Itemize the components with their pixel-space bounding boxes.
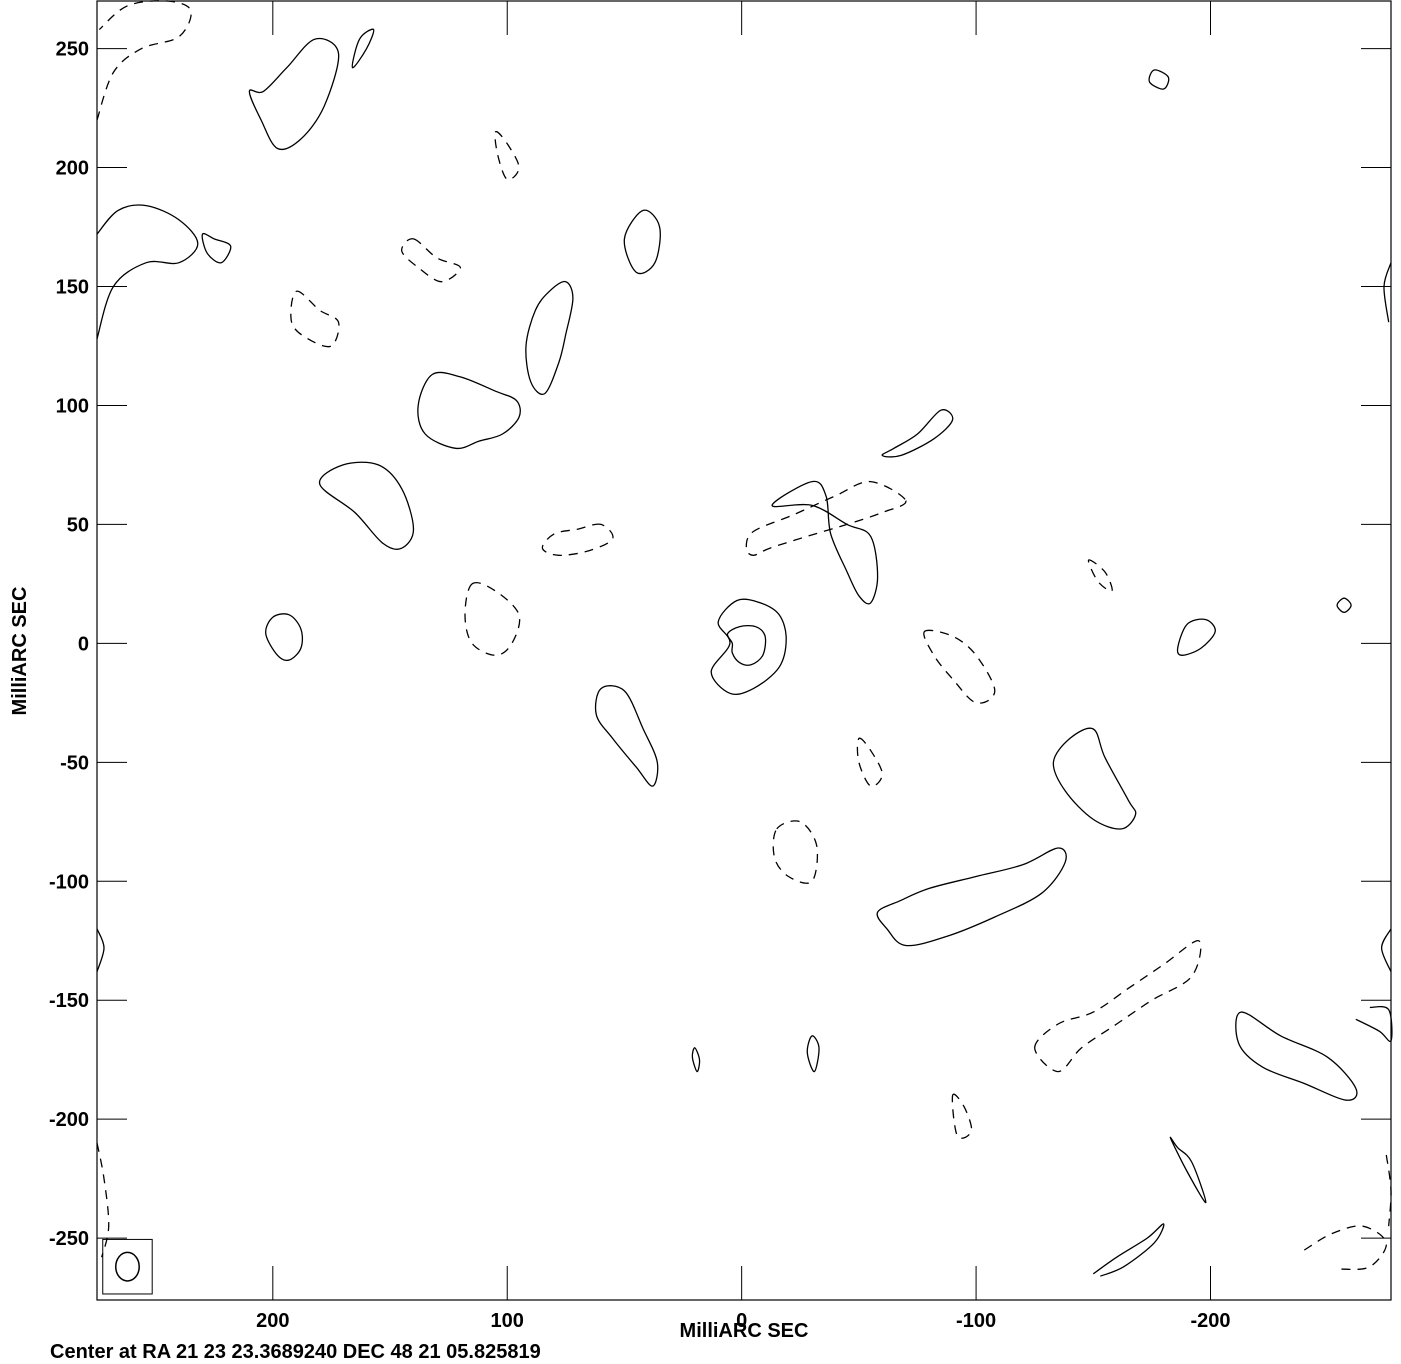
contour-solid-20: [1169, 1136, 1207, 1204]
y-tick-label: 100: [56, 395, 89, 417]
y-tick-label: -250: [49, 1228, 89, 1250]
contour-solid-27: [806, 1035, 820, 1073]
map-center-caption: Center at RA 21 23 23.3689240 DEC 48 21 …: [50, 1341, 541, 1363]
contour-layer: [96, 0, 1393, 1277]
x-tick-label: 0: [736, 1310, 747, 1332]
contour-solid-2: [265, 613, 304, 662]
contour-dashed-42: [1087, 559, 1113, 592]
contour-solid-5: [525, 280, 574, 395]
contour-solid-17: [876, 847, 1067, 947]
contour-solid-21: [1092, 1223, 1165, 1277]
y-tick-label: 250: [56, 39, 89, 61]
contour-dashed-33: [290, 290, 340, 348]
y-tick-label: 150: [56, 276, 89, 298]
contour-dashed-39: [951, 1093, 973, 1139]
x-axis: 200 100 0 -100 -200: [256, 1, 1231, 1332]
y-tick-label: 50: [67, 514, 89, 536]
plot-frame: [96, 0, 1392, 1301]
beam-frame: [102, 1238, 153, 1295]
contour-solid-13: [881, 409, 954, 458]
contour-dashed-41: [1303, 1225, 1387, 1271]
contour-solid-14: [1176, 618, 1216, 656]
contour-dashed-31: [464, 581, 521, 656]
contour-solid-15: [1336, 597, 1352, 614]
x-axis-title: MilliARC SEC: [680, 1320, 809, 1341]
contour-solid-26: [691, 1047, 701, 1073]
contour-solid-12: [771, 480, 879, 605]
y-tick-label: 0: [78, 633, 89, 655]
beam-box: [102, 1238, 153, 1295]
contour-solid-19: [1355, 1005, 1393, 1043]
contour-solid-0: [710, 598, 787, 696]
contour-dashed-28: [96, 0, 192, 121]
contour-dashed-29: [745, 480, 907, 556]
contour-solid-6: [96, 204, 199, 339]
contour-dashed-38: [1034, 940, 1202, 1073]
contour-solid-16: [1052, 727, 1137, 830]
contour-solid-7: [201, 232, 232, 264]
x-tick-label: -100: [956, 1310, 996, 1332]
x-tick-label: 100: [491, 1310, 524, 1332]
contour-dashed-32: [401, 238, 462, 283]
contour-solid-24: [1383, 262, 1392, 323]
beam-ellipse: [115, 1251, 140, 1282]
contour-dashed-34: [494, 130, 520, 181]
contour-solid-4: [417, 371, 521, 450]
y-tick-label: -100: [49, 871, 89, 893]
contour-dashed-36: [856, 737, 883, 788]
y-tick-label: -50: [60, 752, 89, 774]
contour-solid-1: [726, 625, 767, 666]
y-tick-label: -200: [49, 1109, 89, 1131]
contour-solid-3: [319, 461, 415, 550]
contour-solid-8: [248, 37, 340, 151]
contour-solid-10: [623, 209, 661, 275]
y-tick-label: -150: [49, 990, 89, 1012]
y-tick-label: 200: [56, 158, 89, 180]
contour-dashed-40: [96, 1142, 110, 1258]
contour-solid-9: [351, 28, 375, 69]
contour-solid-18: [1235, 1011, 1358, 1101]
y-axis: 250 200 150 100 50 0 -50 -100 -150 -200 -250: [49, 39, 1391, 1250]
contour-dashed-37: [772, 820, 819, 884]
contour-dashed-43: [1385, 1154, 1392, 1227]
x-tick-label: -200: [1190, 1310, 1230, 1332]
contour-dashed-35: [923, 629, 996, 704]
contour-solid-22: [96, 928, 105, 972]
contour-solid-25: [1148, 69, 1170, 90]
contour-solid-23: [1380, 928, 1392, 972]
contour-solid-11: [594, 685, 659, 787]
y-axis-title: MilliARC SEC: [9, 587, 31, 716]
x-tick-label: 200: [256, 1310, 289, 1332]
contour-dashed-30: [541, 523, 614, 556]
